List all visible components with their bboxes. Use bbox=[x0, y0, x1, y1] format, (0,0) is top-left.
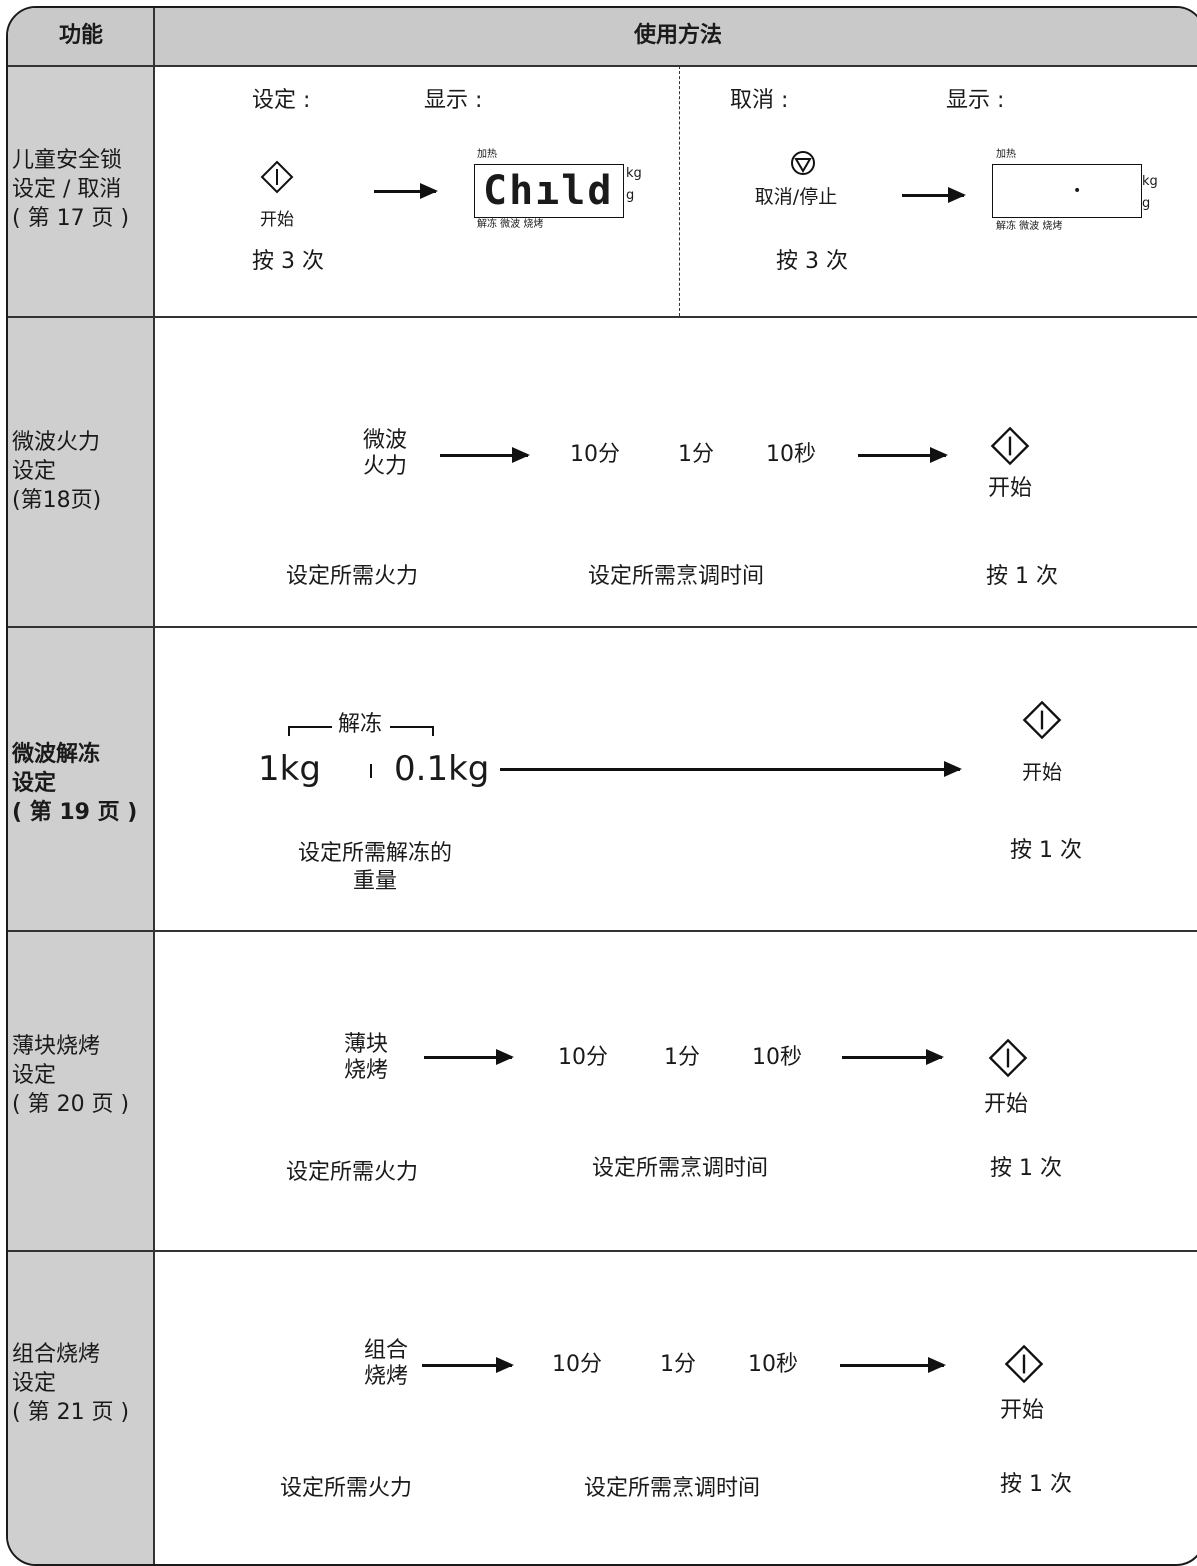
arrow bbox=[424, 1049, 514, 1065]
header-function-cell bbox=[8, 8, 154, 65]
lcd-text: Chıld bbox=[483, 168, 614, 214]
header-divider bbox=[8, 65, 1197, 67]
display-label-2: 显示 : bbox=[946, 88, 1005, 113]
dashed-divider bbox=[679, 66, 680, 316]
arrow bbox=[840, 1357, 946, 1373]
time-1min[interactable]: 1分 bbox=[664, 1045, 700, 1070]
lcd-mode-labels: 解冻 微波 烧烤 bbox=[996, 221, 1063, 232]
column-divider bbox=[153, 8, 155, 1564]
press-count: 按 3 次 bbox=[776, 249, 848, 274]
separator bbox=[370, 764, 372, 778]
time-10min[interactable]: 10分 bbox=[552, 1352, 602, 1377]
note-press: 按 1 次 bbox=[990, 1156, 1062, 1181]
row2-label-bg bbox=[8, 318, 154, 626]
row1-label-bg bbox=[8, 66, 154, 316]
row4-label: 薄块烧烤 设定 ( 第 20 页 ) bbox=[12, 1034, 130, 1117]
start-button-label: 开始 bbox=[987, 476, 1033, 501]
microwave-power-button[interactable]: 微波 火力 bbox=[362, 428, 408, 479]
arrow bbox=[422, 1357, 514, 1373]
lcd-heat-label: 加热 bbox=[477, 149, 497, 160]
arrow bbox=[842, 1049, 944, 1065]
row-divider bbox=[8, 1250, 1197, 1252]
row4-label-bg bbox=[8, 932, 154, 1250]
combo-grill-button[interactable]: 组合 烧烤 bbox=[363, 1338, 409, 1389]
start-button-label: 开始 bbox=[1022, 760, 1062, 784]
unit-kg: kg bbox=[1142, 174, 1158, 189]
header-usage: 使用方法 bbox=[633, 23, 723, 48]
note-time: 设定所需烹调时间 bbox=[584, 1476, 761, 1501]
time-10sec[interactable]: 10秒 bbox=[766, 442, 816, 467]
time-1min[interactable]: 1分 bbox=[678, 442, 714, 467]
row3-label-bg bbox=[8, 628, 154, 930]
lcd-display-empty: • bbox=[992, 164, 1142, 218]
function-table: 功能 使用方法 儿童安全锁 设定 / 取消 ( 第 17 页 ) 设定 : 显示… bbox=[6, 6, 1197, 1566]
cancel-label: 取消 : bbox=[730, 88, 789, 113]
arrow bbox=[374, 183, 438, 199]
set-label: 设定 : bbox=[252, 88, 311, 113]
time-10sec[interactable]: 10秒 bbox=[748, 1352, 798, 1377]
arrow bbox=[500, 761, 962, 777]
start-button-label: 开始 bbox=[983, 1092, 1029, 1117]
defrost-label: 解冻 bbox=[338, 712, 383, 737]
arrow bbox=[902, 187, 966, 203]
time-1min[interactable]: 1分 bbox=[660, 1352, 696, 1377]
bracket-right bbox=[390, 726, 434, 736]
start-icon[interactable] bbox=[1004, 1344, 1044, 1384]
row-divider bbox=[8, 316, 1197, 318]
start-icon[interactable] bbox=[1022, 700, 1062, 740]
stop-button-label: 取消/停止 bbox=[754, 186, 838, 208]
note-power: 设定所需火力 bbox=[280, 1476, 413, 1501]
note-press: 按 1 次 bbox=[1000, 1472, 1072, 1497]
display-label: 显示 : bbox=[424, 88, 483, 113]
start-icon[interactable] bbox=[260, 160, 294, 194]
arrow bbox=[858, 447, 948, 463]
weight-1kg[interactable]: 1kg bbox=[258, 749, 321, 789]
note-press: 按 1 次 bbox=[1010, 838, 1082, 863]
lcd-dot: • bbox=[1073, 183, 1082, 199]
unit-g: g bbox=[626, 188, 635, 203]
row1-label: 儿童安全锁 设定 / 取消 ( 第 17 页 ) bbox=[12, 148, 130, 231]
time-10min[interactable]: 10分 bbox=[558, 1045, 608, 1070]
weight-0-1kg[interactable]: 0.1kg bbox=[394, 749, 490, 789]
lcd-display-child: Chıld bbox=[474, 164, 624, 218]
note-time: 设定所需烹调时间 bbox=[592, 1156, 769, 1181]
start-button-label: 开始 bbox=[999, 1398, 1045, 1423]
note-power: 设定所需火力 bbox=[286, 564, 419, 589]
note-weight: 设定所需解冻的 重量 bbox=[297, 841, 453, 894]
start-icon[interactable] bbox=[988, 1038, 1028, 1078]
unit-g: g bbox=[1142, 196, 1151, 211]
row-divider bbox=[8, 626, 1197, 628]
bracket-left bbox=[288, 726, 332, 736]
time-10min[interactable]: 10分 bbox=[570, 442, 620, 467]
row-divider bbox=[8, 930, 1197, 932]
header-usage-cell bbox=[155, 8, 1197, 65]
press-count: 按 3 次 bbox=[252, 249, 324, 274]
start-button-label: 开始 bbox=[260, 210, 294, 230]
header-function: 功能 bbox=[58, 23, 104, 48]
row2-label: 微波火力 设定 (第18页) bbox=[12, 430, 102, 513]
arrow bbox=[440, 447, 530, 463]
note-press: 按 1 次 bbox=[986, 564, 1058, 589]
lcd-heat-label: 加热 bbox=[996, 149, 1016, 160]
row3-label: 微波解冻 设定 ( 第 19 页 ) bbox=[12, 742, 138, 825]
row5-label: 组合烧烤 设定 ( 第 21 页 ) bbox=[12, 1342, 130, 1425]
start-icon[interactable] bbox=[990, 426, 1030, 466]
lcd-mode-labels: 解冻 微波 烧烤 bbox=[477, 219, 544, 230]
unit-kg: kg bbox=[626, 166, 642, 181]
time-10sec[interactable]: 10秒 bbox=[752, 1045, 802, 1070]
thin-grill-button[interactable]: 薄块 烧烤 bbox=[343, 1032, 389, 1083]
note-power: 设定所需火力 bbox=[286, 1160, 419, 1185]
note-time: 设定所需烹调时间 bbox=[588, 564, 765, 589]
row5-label-bg bbox=[8, 1252, 154, 1564]
stop-icon[interactable] bbox=[790, 150, 816, 176]
